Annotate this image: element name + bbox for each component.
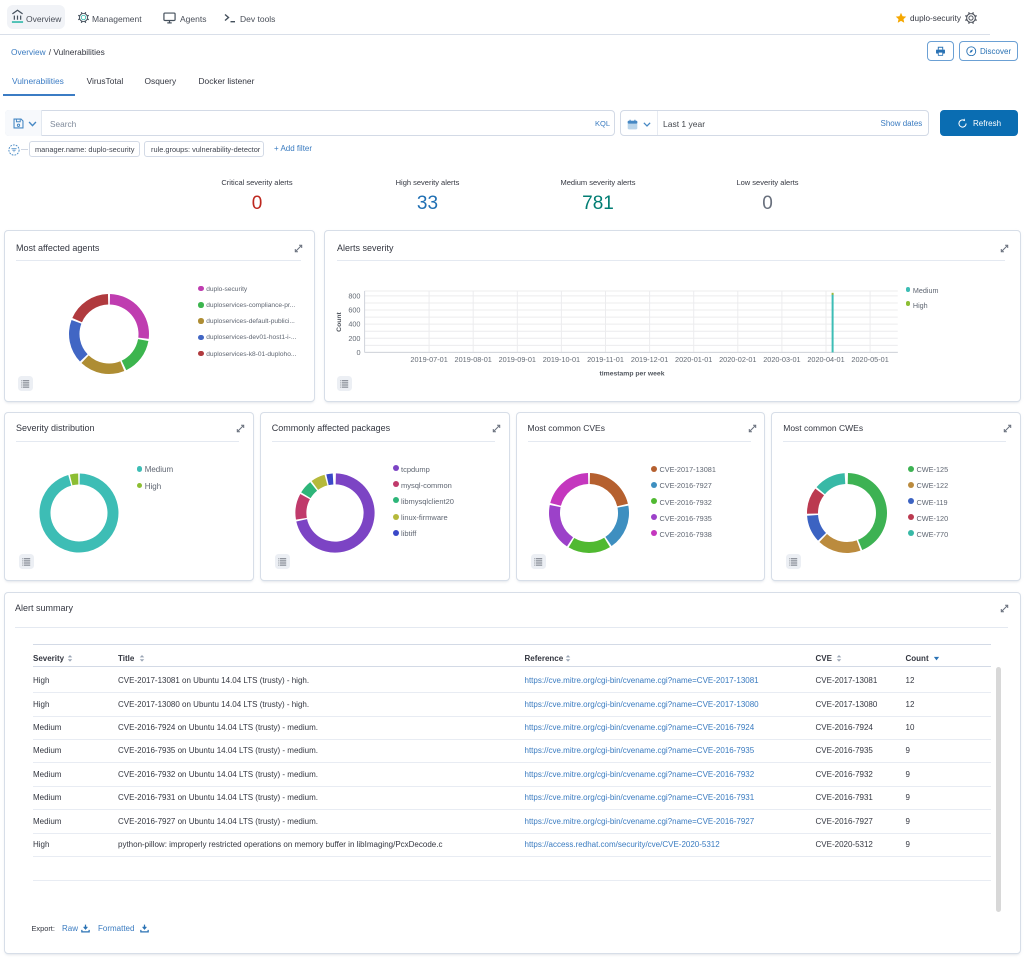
svg-text:2020-05-01: 2020-05-01 [851,355,888,364]
svg-text:2020-01-01: 2020-01-01 [675,355,712,364]
svg-text:2019-12-01: 2019-12-01 [631,355,668,364]
svg-text:2019-10-01: 2019-10-01 [543,355,580,364]
svg-text:400: 400 [348,320,360,329]
svg-text:600: 600 [348,306,360,315]
svg-text:2020-02-01: 2020-02-01 [719,355,756,364]
svg-text:timestamp per week: timestamp per week [600,371,665,378]
svg-text:2019-09-01: 2019-09-01 [499,355,536,364]
svg-text:Count: Count [336,311,343,331]
svg-text:2020-03-01: 2020-03-01 [763,355,800,364]
svg-text:2019-08-01: 2019-08-01 [455,355,492,364]
svg-text:2019-07-01: 2019-07-01 [410,355,447,364]
svg-text:2020-04-01: 2020-04-01 [807,355,844,364]
svg-text:2019-11-01: 2019-11-01 [587,355,624,364]
svg-text:0: 0 [356,348,360,357]
svg-text:200: 200 [348,334,360,343]
svg-text:800: 800 [348,291,360,300]
